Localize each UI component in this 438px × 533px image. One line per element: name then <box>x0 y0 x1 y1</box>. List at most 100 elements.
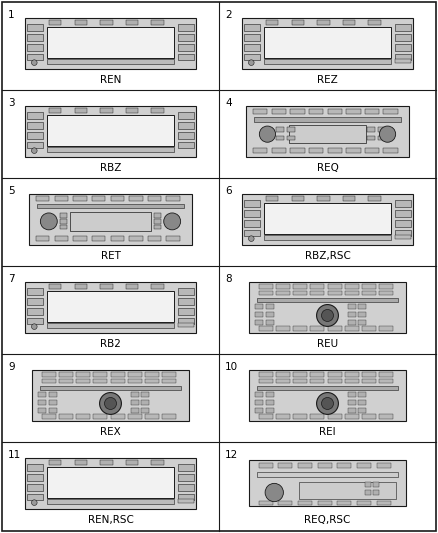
Bar <box>178 132 194 139</box>
Bar <box>373 490 379 495</box>
Text: RBZ: RBZ <box>100 163 121 173</box>
Bar <box>287 127 294 132</box>
Bar <box>100 284 113 289</box>
Bar <box>276 284 290 289</box>
Text: RBZ,RSC: RBZ,RSC <box>304 251 350 261</box>
Bar <box>148 196 161 201</box>
Bar <box>309 148 323 153</box>
Text: 7: 7 <box>8 274 14 284</box>
Bar <box>54 236 68 241</box>
Bar <box>379 290 393 295</box>
Bar <box>93 378 107 383</box>
Bar <box>178 499 194 503</box>
Bar <box>49 284 61 289</box>
Bar <box>293 378 307 383</box>
Circle shape <box>99 393 121 414</box>
Bar <box>244 54 260 60</box>
Bar <box>358 408 366 413</box>
Text: 9: 9 <box>8 362 14 372</box>
Bar <box>100 108 113 112</box>
Bar <box>178 24 194 31</box>
Bar <box>266 400 274 405</box>
Bar <box>328 109 342 114</box>
Bar <box>162 372 177 377</box>
Bar <box>244 210 260 217</box>
Bar <box>276 290 290 295</box>
Bar <box>348 312 356 317</box>
Bar <box>76 372 90 377</box>
Text: 5: 5 <box>8 186 14 196</box>
Bar <box>395 200 411 207</box>
Bar <box>346 109 360 114</box>
Bar <box>49 20 61 25</box>
Bar <box>141 392 149 397</box>
Bar <box>76 414 90 419</box>
Bar <box>244 230 260 237</box>
Bar <box>178 44 194 51</box>
Bar <box>290 148 304 153</box>
Bar <box>244 24 260 31</box>
Bar <box>126 284 138 289</box>
Bar <box>153 219 161 224</box>
Bar <box>178 288 194 295</box>
Bar <box>276 372 290 377</box>
Bar <box>258 326 273 330</box>
Bar <box>42 372 56 377</box>
Text: REX: REX <box>100 427 121 437</box>
Bar <box>292 20 304 25</box>
Text: 1: 1 <box>8 10 14 20</box>
Bar <box>244 34 260 41</box>
Bar <box>276 326 290 330</box>
Bar <box>244 200 260 207</box>
Bar <box>395 44 411 51</box>
Bar <box>293 284 307 289</box>
Bar <box>253 109 267 114</box>
Bar <box>276 135 284 141</box>
Bar <box>141 400 149 405</box>
Bar <box>264 27 392 58</box>
Bar <box>152 108 164 112</box>
Bar <box>27 318 43 325</box>
Bar <box>379 372 393 377</box>
Bar <box>266 312 274 317</box>
Bar <box>258 500 273 505</box>
Bar <box>93 414 107 419</box>
Bar <box>310 290 325 295</box>
Bar <box>27 298 43 305</box>
Bar <box>348 392 356 397</box>
Bar <box>293 414 307 419</box>
Bar <box>49 400 57 405</box>
Bar <box>46 147 174 151</box>
Bar <box>27 308 43 314</box>
Bar <box>272 148 286 153</box>
Bar <box>27 24 43 31</box>
Bar <box>395 235 411 239</box>
Bar <box>178 494 194 500</box>
Bar <box>378 135 385 141</box>
Bar <box>178 122 194 128</box>
Text: REI: REI <box>319 427 336 437</box>
Bar <box>46 59 174 63</box>
Bar <box>178 474 194 481</box>
Bar <box>298 463 312 468</box>
Bar <box>60 213 67 218</box>
Bar <box>110 196 124 201</box>
Bar <box>178 484 194 490</box>
Bar <box>152 284 164 289</box>
Bar <box>148 236 161 241</box>
Bar <box>32 370 189 421</box>
Bar <box>362 290 376 295</box>
Bar <box>328 372 342 377</box>
Bar <box>27 34 43 41</box>
Bar <box>76 378 90 383</box>
Bar <box>74 108 87 112</box>
Bar <box>178 324 194 327</box>
Bar <box>254 117 400 122</box>
Bar <box>362 378 376 383</box>
Bar <box>258 378 273 383</box>
Bar <box>152 460 164 465</box>
Bar <box>152 20 164 25</box>
Bar <box>255 312 264 317</box>
Bar <box>293 290 307 295</box>
Bar <box>395 59 411 63</box>
